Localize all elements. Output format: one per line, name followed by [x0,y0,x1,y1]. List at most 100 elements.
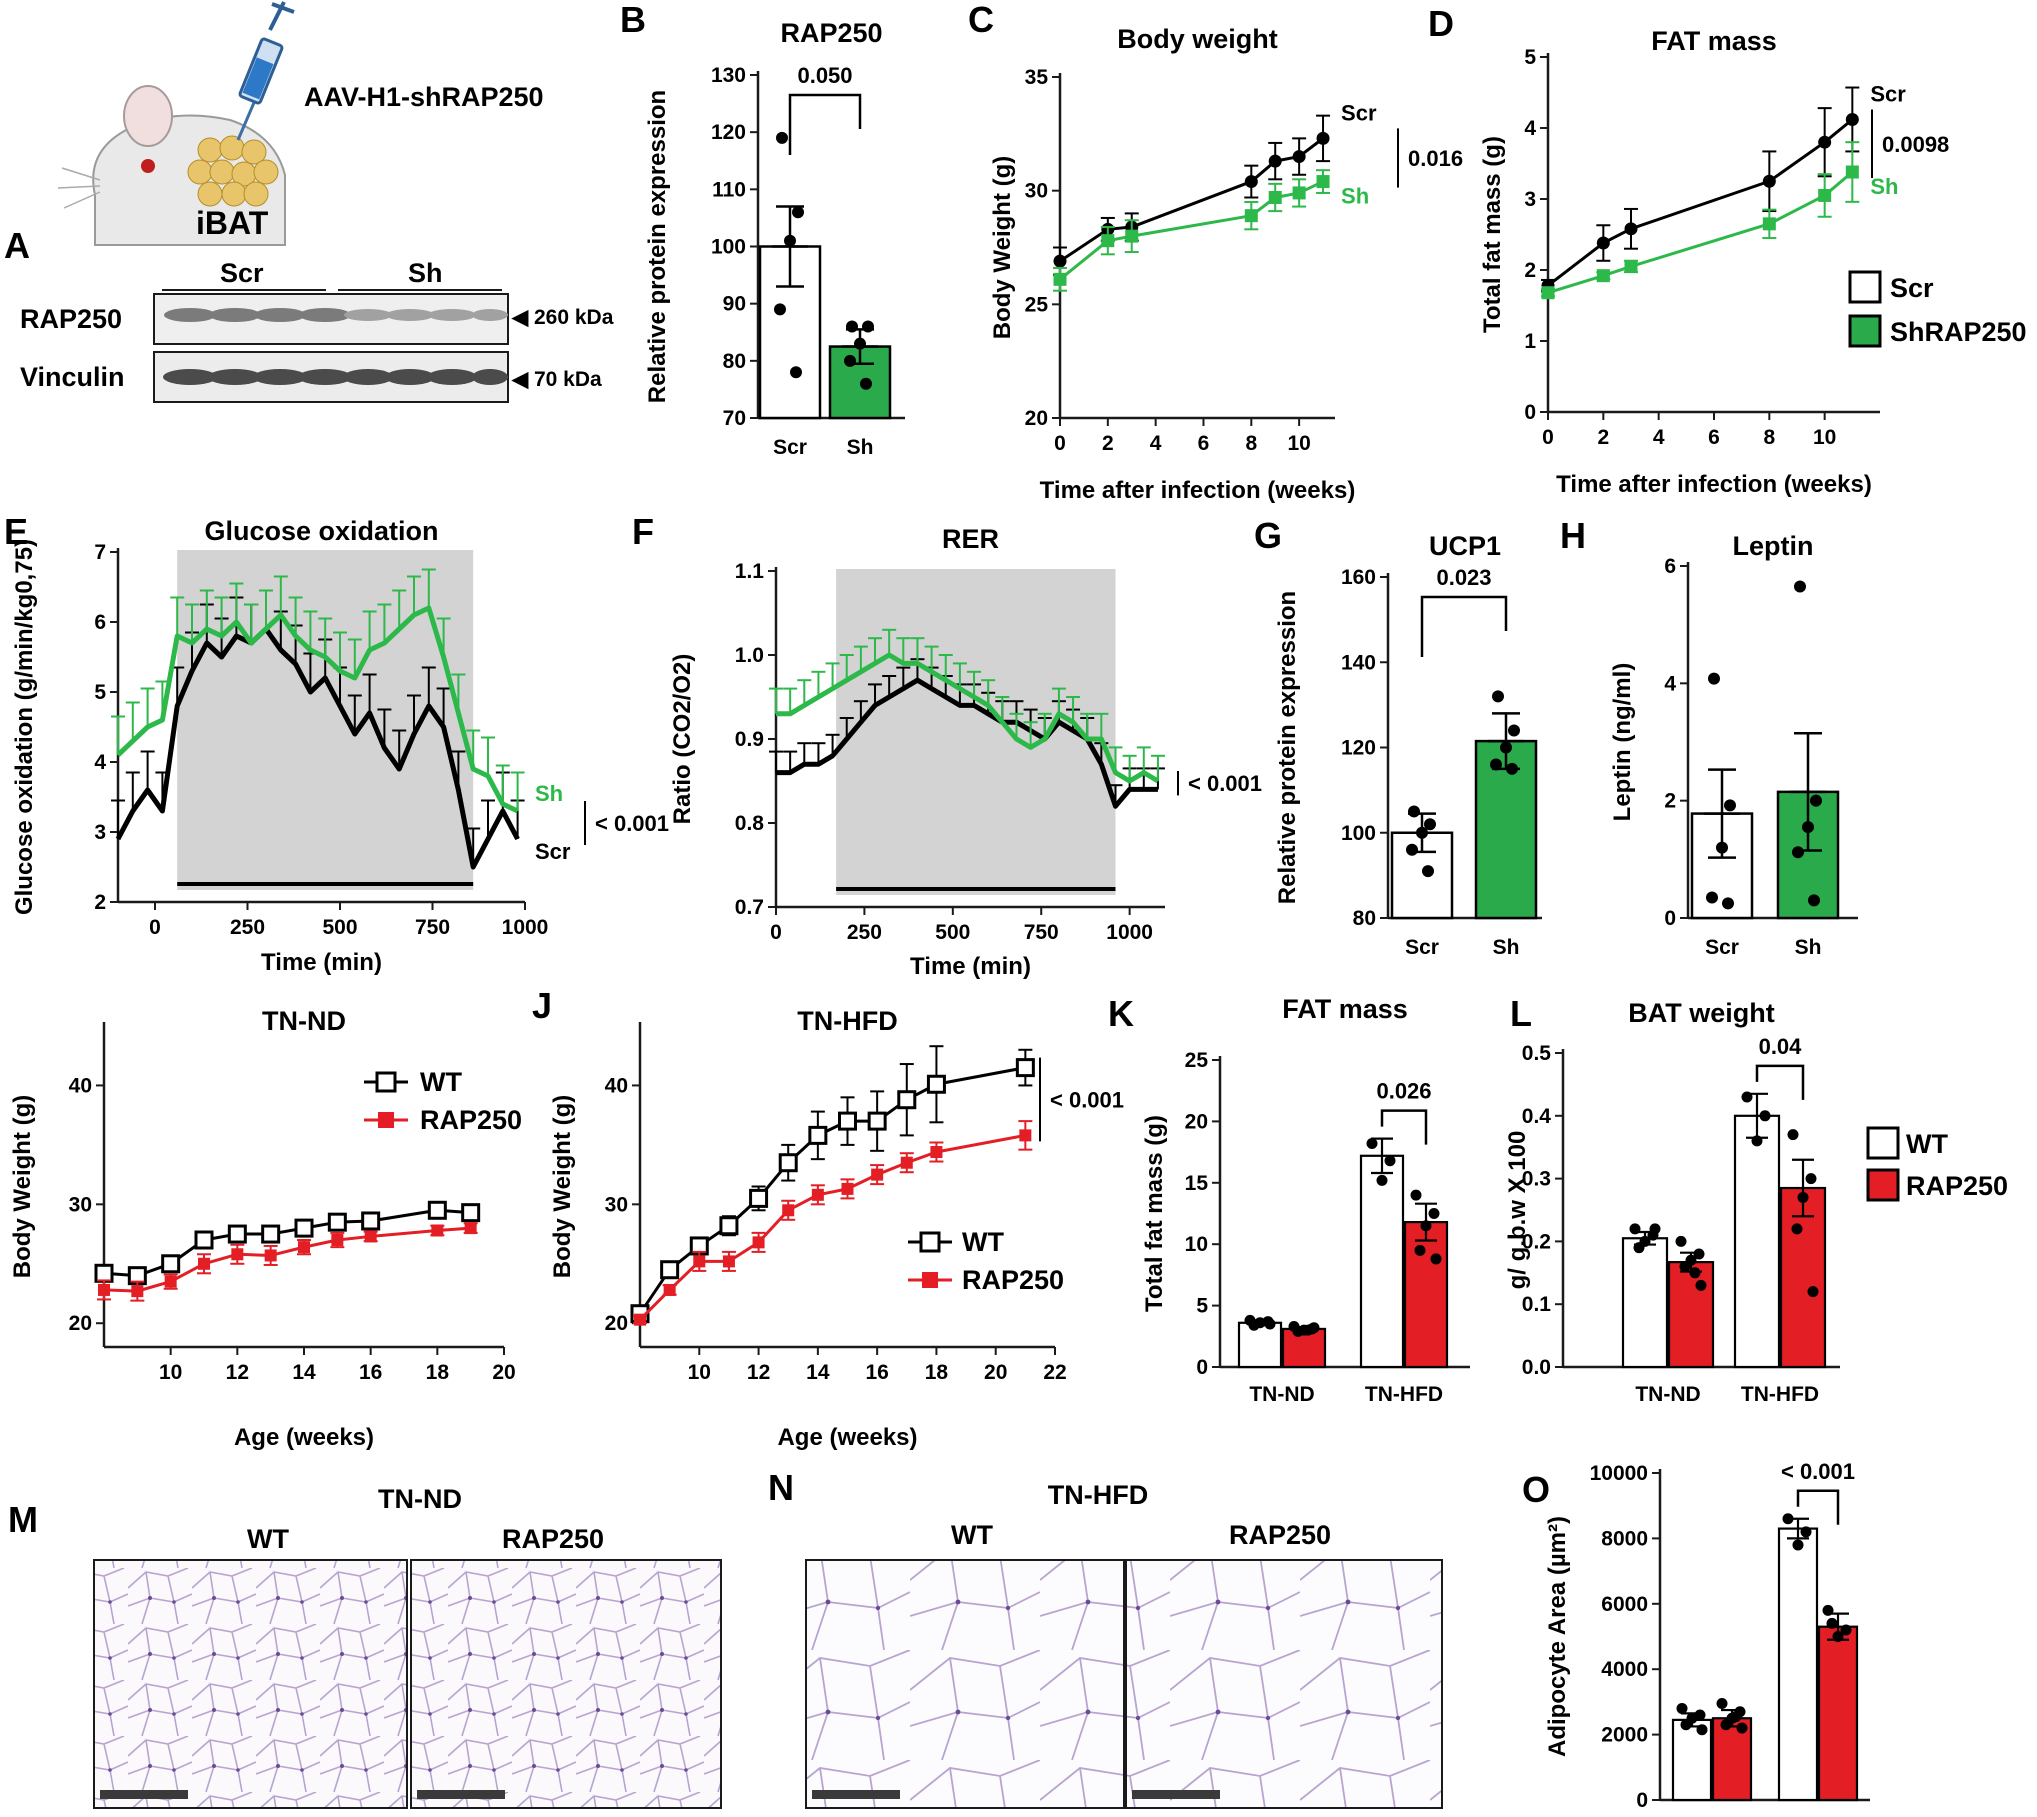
x-tick-label: 10 [159,1361,182,1384]
chart-k: K FAT mass 0 5 10 15 20 25 Total fat mass (g) TN-… [1108,993,1470,1406]
y-axis-label-b: Relative protein expression [644,90,671,403]
x-tick-label: 20 [492,1361,515,1384]
bar-wt-tn-hfd [1359,1154,1405,1369]
y-tick-label: 0.8 [735,812,765,835]
data-point [261,1224,281,1244]
data-point [1762,174,1776,188]
x-tick-label: 500 [322,916,357,939]
chart-o: O 0 2000 4000 6000 8000 10000 Adipocyte Area (µ… [1522,1459,1870,1817]
legend-label-rap250-j: RAP250 [962,1265,1064,1295]
x-axis-label-e: Time (min) [261,949,382,976]
data-point [749,1188,769,1208]
chart-h: H Leptin 0 2 4 6 Leptin (ng/ml) Scr Sh [1560,515,1858,959]
data-point [231,1248,244,1261]
data-point [1840,1624,1852,1636]
y-tick-label: 4 [94,751,106,774]
data-point [1693,1248,1705,1260]
series-line-sh [1059,180,1324,281]
chart-title-h: Leptin [1733,531,1814,561]
data-point [930,1146,943,1159]
x-category-label: Sh [1795,936,1822,959]
y-axis-label-i: Body Weight (g) [9,1095,36,1279]
data-point [871,1168,884,1181]
legend-marker-rap250 [378,1112,394,1128]
data-point [464,1222,477,1235]
panel-m-label-rap250: RAP250 [502,1524,604,1554]
data-point [1800,1526,1812,1538]
blot-bands-rap250 [164,308,508,322]
y-axis-label-o: Adipocyte Area (µm²) [1544,1516,1571,1757]
p-value-d: 0.0098 [1882,132,1949,157]
data-point [1724,799,1736,812]
data-point [926,1074,946,1094]
data-point [1101,234,1115,248]
y-tick-label: 100 [1341,822,1376,845]
data-point [1366,1138,1378,1150]
y-tick-label: 10 [1185,1233,1208,1256]
chart-title-c: Body weight [1117,24,1278,54]
x-tick-label: 1000 [1106,921,1153,944]
data-point [1787,1129,1799,1141]
significance-bracket [788,93,862,155]
x-tick-label: 18 [426,1361,450,1384]
series-sh: Sh [111,568,563,814]
blot-bands-vinculin [163,369,508,385]
tissue-label: iBAT [196,205,269,241]
data-point [1720,1719,1732,1731]
data-point [1015,1058,1035,1078]
p-value-o: < 0.001 [1781,1459,1855,1484]
y-tick-label: 6 [94,611,106,634]
y-tick-label: 5 [94,681,106,704]
scale-bar-m-rap250 [417,1790,505,1799]
series-end-label-sh: Sh [535,781,563,806]
x-tick-label: 22 [1043,1361,1066,1384]
series-line-wt [103,1208,471,1278]
x-category-label: TN-ND [1249,1383,1314,1406]
y-axis-label-f: Ratio (CO2/O2) [669,654,696,825]
series-wt [94,1200,481,1286]
y-axis-label-d: Total fat mass (g) [1479,136,1506,333]
data-point [1722,897,1734,910]
data-point [331,1234,344,1246]
y-tick-label: 140 [1341,651,1376,674]
data-point [1019,1129,1032,1142]
data-point [1676,1702,1688,1714]
data-point [663,1283,676,1296]
data-point [1845,165,1859,179]
data-point [844,354,856,367]
x-tick-label: 0 [1542,426,1554,449]
legend-swatch-wt [1866,1126,1900,1160]
y-axis-label-g: Relative protein expression [1274,591,1301,904]
p-value-f: < 0.001 [1188,771,1262,796]
y-axis-label-l: g/ g.b.w X 100 [1504,1131,1531,1290]
x-category-label: Scr [773,436,807,459]
chart-b: B RAP250 70 80 90 100 110 120 130 Relative protei… [620,0,905,459]
x-tick-label: 16 [359,1361,382,1384]
x-category-label: TN-HFD [1741,1383,1819,1406]
chart-title-d: FAT mass [1651,26,1777,56]
x-tick-label: 12 [747,1361,770,1384]
data-point [897,1090,917,1110]
data-point [1384,1155,1396,1167]
y-tick-label: 0.3 [1522,1168,1551,1191]
y-tick-label: 30 [69,1193,92,1216]
legend-label-scr: Scr [1890,273,1934,303]
data-point [1818,135,1832,149]
x-tick-label: 10 [1813,426,1836,449]
x-axis-label-i: Age (weeks) [234,1424,374,1451]
legend-wt-rap250-kl: WT RAP250 [1866,1126,2008,1202]
data-point [774,303,786,316]
data-point [782,1204,795,1217]
blot-size-vinculin: ◀ 70 kDa [511,368,602,391]
y-tick-label: 1.0 [735,644,764,667]
p-value-g: 0.023 [1436,565,1491,590]
bar-sh [1474,739,1538,920]
data-point [131,1285,144,1298]
p-value-b: 0.050 [797,63,852,88]
panel-m-label-wt: WT [247,1524,289,1554]
scale-bar-n-rap250 [1132,1790,1220,1799]
blot-size-rap250: ◀ 260 kDa [511,306,614,329]
panel-letter-o: O [1522,1469,1550,1510]
data-point [846,320,858,333]
